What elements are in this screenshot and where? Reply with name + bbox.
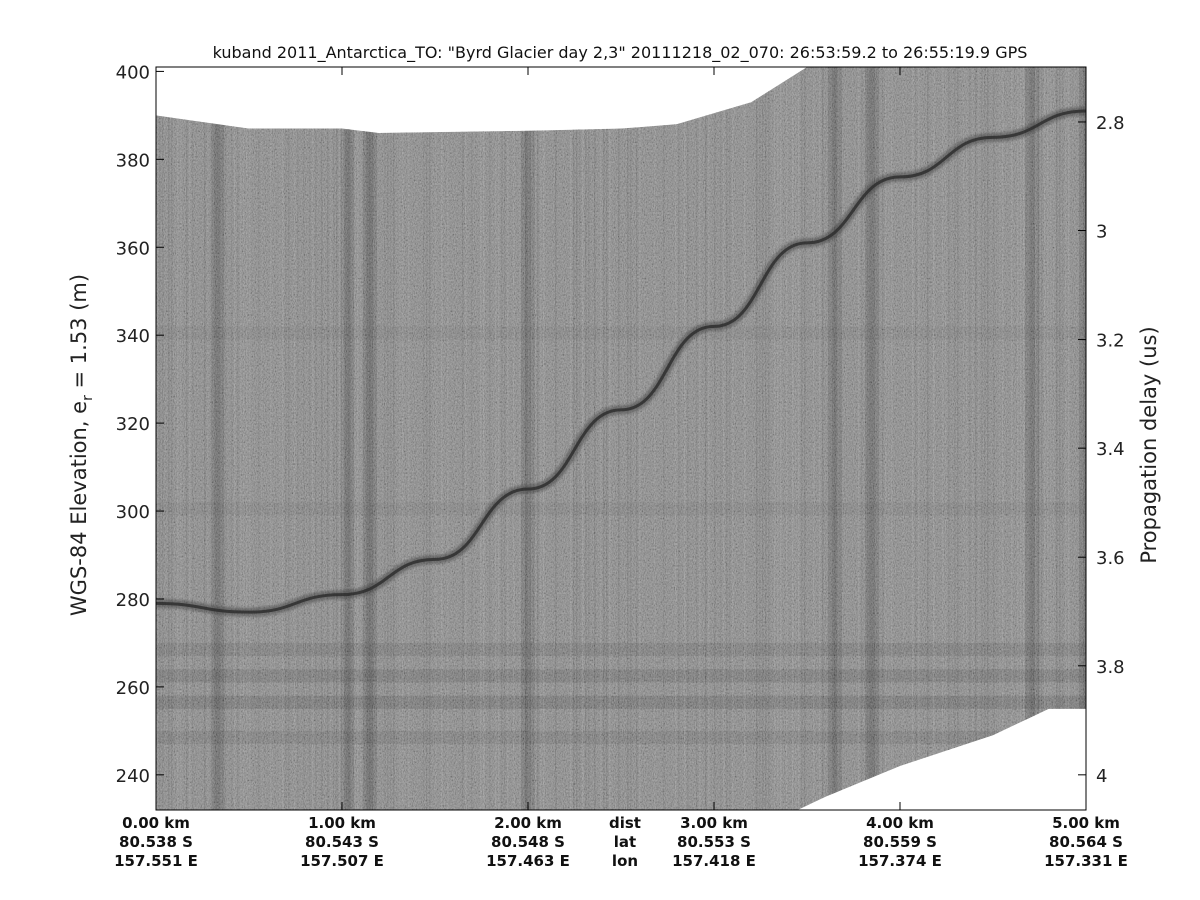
right-tick-label: 3.8	[1096, 657, 1125, 678]
left-tick-label: 300	[116, 502, 150, 523]
right-tick-label: 3	[1096, 222, 1107, 243]
surface-layer-line	[156, 109, 1086, 614]
right-tick-label: 4	[1096, 766, 1107, 787]
x-tick-lat-label: 80.564 S	[1049, 833, 1123, 851]
right-y-axis: 2.8 3 3.2 3.4 3.6 3.8 4	[1078, 113, 1125, 787]
left-axis-title: WGS-84 Elevation, er = 1.53 (m)	[67, 274, 96, 616]
x-tick-lat-label: 80.559 S	[863, 833, 937, 851]
right-axis-title: Propagation delay (us)	[1137, 326, 1161, 563]
x-tick-lon-label: 157.551 E	[114, 852, 198, 870]
x-tick-lat-label: 80.548 S	[491, 833, 565, 851]
left-axis-title-units: = 1.53 (m)	[67, 274, 91, 395]
left-tick-label: 320	[116, 414, 150, 435]
x-tick-lon-label: 157.331 E	[1044, 852, 1128, 870]
right-tick-label: 3.4	[1096, 439, 1125, 460]
row-label-lon: lon	[612, 852, 638, 870]
data-region	[156, 67, 1086, 810]
x-tick-lat-label: 80.538 S	[119, 833, 193, 851]
left-axis-title-subscript: r	[80, 395, 96, 401]
chart-title: kuband 2011_Antarctica_TO: "Byrd Glacier…	[213, 43, 1028, 63]
speckle-noise	[156, 67, 1086, 810]
left-tick-label: 400	[116, 62, 150, 83]
x-tick-lon-label: 157.418 E	[672, 852, 756, 870]
x-tick-lon-label: 157.507 E	[300, 852, 384, 870]
row-label-dist: dist	[609, 814, 641, 832]
left-tick-label: 340	[116, 326, 150, 347]
right-tick-label: 3.6	[1096, 548, 1125, 569]
left-tick-label: 380	[116, 150, 150, 171]
x-tick-dist-label: 0.00 km	[122, 814, 190, 832]
left-axis-title-main: WGS-84 Elevation, e	[67, 401, 91, 616]
left-tick-label: 360	[116, 238, 150, 259]
left-tick-label: 280	[116, 590, 150, 611]
left-tick-label: 260	[116, 678, 150, 699]
x-tick-dist-label: 3.00 km	[680, 814, 748, 832]
x-tick-dist-label: 2.00 km	[494, 814, 562, 832]
x-tick-dist-label: 1.00 km	[308, 814, 376, 832]
right-tick-label: 3.2	[1096, 331, 1125, 352]
x-tick-dist-label: 4.00 km	[866, 814, 934, 832]
x-tick-lat-label: 80.553 S	[677, 833, 751, 851]
x-tick-lat-label: 80.543 S	[305, 833, 379, 851]
right-tick-label: 2.8	[1096, 113, 1125, 134]
plot-frame	[155, 66, 1087, 811]
left-tick-label: 240	[116, 766, 150, 787]
echogram-image	[156, 67, 1086, 810]
x-tick-lon-label: 157.374 E	[858, 852, 942, 870]
x-tick-dist-label: 5.00 km	[1052, 814, 1120, 832]
x-tick-lon-label: 157.463 E	[486, 852, 570, 870]
row-label-lat: lat	[614, 833, 636, 851]
left-y-axis: 240 260 280 300 320 340 360 380 400	[116, 62, 164, 787]
